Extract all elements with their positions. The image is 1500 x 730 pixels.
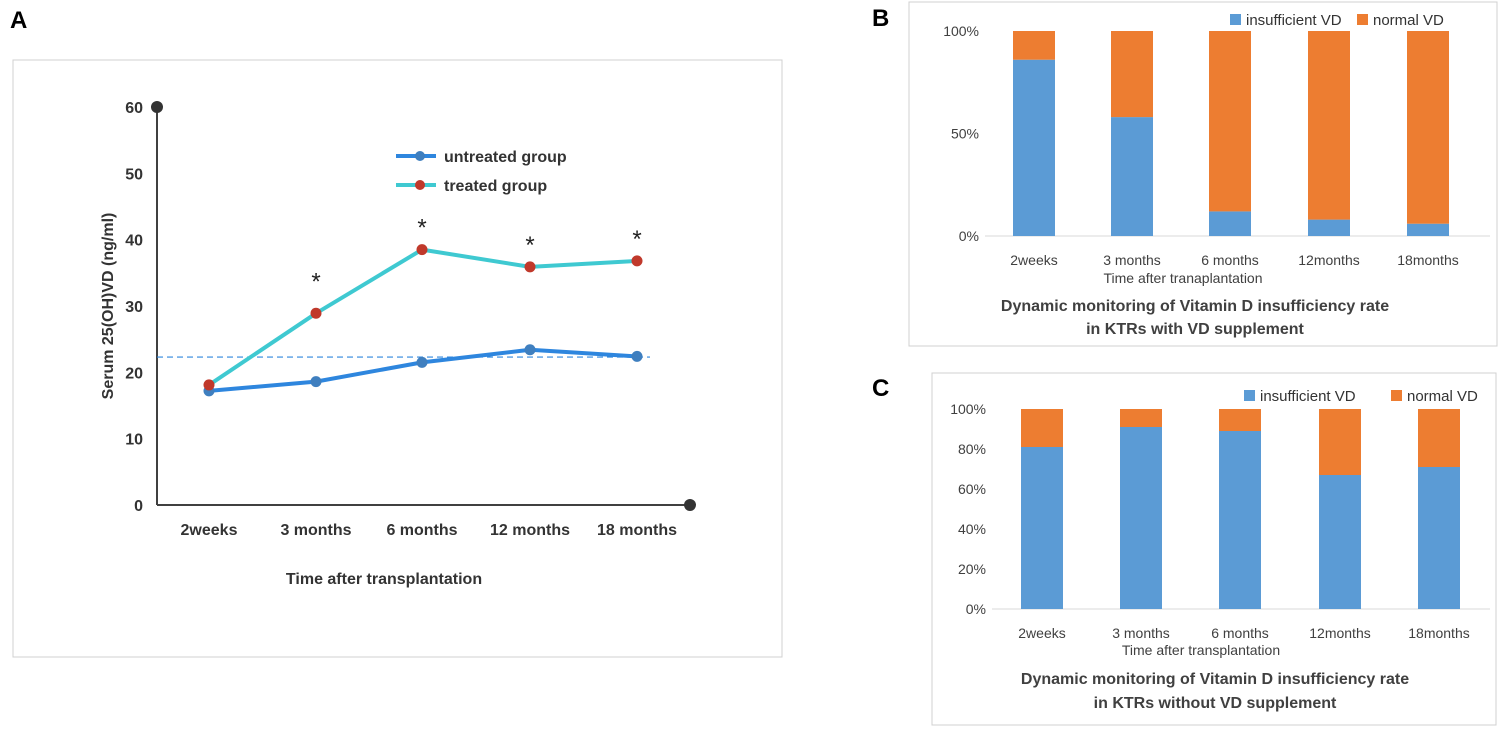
panel-c-ytick-label: 80% — [958, 441, 986, 457]
panel-a-data-point-untreated — [416, 356, 428, 368]
panel-a-data-point-untreated — [631, 350, 643, 362]
panel-a-y-axis-endcap — [151, 101, 163, 113]
panel-a-xtick-label: 18 months — [597, 522, 677, 539]
panel-c-xtick-label: 12months — [1309, 625, 1370, 641]
panel-c-ytick-label: 100% — [950, 401, 986, 417]
panel-c-legend-swatch-insufficient — [1244, 390, 1255, 401]
panel-b-title-line1: Dynamic monitoring of Vitamin D insuffic… — [1001, 298, 1389, 315]
panel-b-legend-label-insufficient: insufficient VD — [1246, 12, 1342, 29]
panel-a-xtick-label: 12 months — [490, 522, 570, 539]
panel-b-bar-insufficient — [1308, 219, 1350, 236]
panel-c-bar-normal — [1418, 409, 1460, 467]
panel-b-xtick-label: 12months — [1298, 252, 1359, 268]
panel-c-bar-insufficient — [1418, 467, 1460, 609]
panel-a-data-point-treated — [631, 255, 643, 267]
panel-c-xlabel: Time after transplantation — [1122, 642, 1280, 658]
panel-a-data-point-treated — [524, 261, 536, 273]
panel-a-ytick-label: 30 — [125, 299, 143, 316]
panel-c-ytick-label: 0% — [966, 601, 986, 617]
panel-c-ytick-label: 40% — [958, 521, 986, 537]
panel-a-x-axis-endcap — [684, 499, 696, 511]
panel-b-title-line2: in KTRs with VD supplement — [1086, 321, 1304, 338]
panel-label-a: A — [10, 7, 27, 34]
panel-a-ytick-label: 50 — [125, 166, 143, 183]
panel-c-title-line1: Dynamic monitoring of Vitamin D insuffic… — [1021, 671, 1409, 688]
panel-b-bar-insufficient — [1209, 211, 1251, 236]
panel-b-xtick-label: 18months — [1397, 252, 1458, 268]
legend-marker-treated — [415, 180, 425, 190]
panel-c-legend-label-normal: normal VD — [1407, 388, 1478, 405]
panel-c-xtick-label: 2weeks — [1018, 625, 1065, 641]
panel-b-ytick-label: 50% — [951, 126, 979, 142]
panel-a-ytick-label: 0 — [134, 498, 143, 515]
panel-c-bar-normal — [1219, 409, 1261, 431]
panel-b-legend: insufficient VD normal VD — [1230, 12, 1444, 29]
panel-b-bar-normal — [1308, 31, 1350, 220]
panel-c-bar-insufficient — [1219, 431, 1261, 609]
panel-a-ytick-label: 10 — [125, 432, 143, 449]
significance-star: * — [525, 232, 534, 259]
panel-b-ytick-label: 0% — [959, 228, 979, 244]
panel-b-xtick-label: 3 months — [1103, 252, 1161, 268]
significance-star: * — [417, 215, 426, 242]
panel-b-ytick-label: 100% — [943, 23, 979, 39]
panel-b-xtick-label: 2weeks — [1010, 252, 1057, 268]
panel-b-bar-insufficient — [1111, 117, 1153, 236]
significance-star: * — [311, 268, 320, 295]
significance-star: * — [632, 226, 641, 253]
panel-a-xtick-label: 6 months — [386, 522, 457, 539]
legend-marker-untreated — [415, 151, 425, 161]
legend-label-untreated: untreated group — [444, 149, 567, 166]
panel-b-xtick-label: 6 months — [1201, 252, 1259, 268]
panel-c-bar-normal — [1120, 409, 1162, 427]
panel-b-frame — [908, 1, 1498, 347]
panel-a-ytick-label: 60 — [125, 100, 143, 117]
panel-a-ytick-label: 40 — [125, 233, 143, 250]
panel-c-legend-label-insufficient: insufficient VD — [1260, 388, 1356, 405]
panel-c-xtick-label: 6 months — [1211, 625, 1269, 641]
legend-label-treated: treated group — [444, 178, 547, 195]
panel-b-bar-normal — [1013, 31, 1055, 60]
panel-c-title-line2: in KTRs without VD supplement — [1094, 695, 1337, 712]
panel-c-xtick-label: 18months — [1408, 625, 1469, 641]
panel-label-c: C — [872, 375, 889, 402]
panel-c-bar-normal — [1319, 409, 1361, 475]
panel-label-b: B — [872, 5, 889, 32]
panel-a-ylabel: Serum 25(OH)VD (ng/ml) — [100, 213, 117, 400]
panel-c-ytick-label: 60% — [958, 481, 986, 497]
panel-a-xtick-label: 3 months — [280, 522, 351, 539]
panel-b-bar-insufficient — [1013, 59, 1055, 237]
panel-c-bar-normal — [1021, 409, 1063, 447]
panel-b-bar-normal — [1111, 31, 1153, 118]
panel-b-legend-swatch-insufficient — [1230, 14, 1241, 25]
panel-a-xlabel: Time after transplantation — [286, 571, 482, 588]
panel-a-data-point-untreated — [310, 376, 322, 388]
panel-c-bar-insufficient — [1120, 427, 1162, 609]
panel-a-data-point-treated — [416, 244, 428, 256]
panel-a-frame — [12, 59, 783, 658]
panel-a-ytick-label: 20 — [125, 365, 143, 382]
panel-a-xtick-label: 2weeks — [181, 522, 238, 539]
panel-c-ytick-label: 20% — [958, 561, 986, 577]
panel-b-xlabel: Time after tranaplantation — [1103, 270, 1262, 286]
panel-c-xtick-label: 3 months — [1112, 625, 1170, 641]
panel-c-bar-insufficient — [1021, 447, 1063, 609]
panel-b-legend-swatch-normal — [1357, 14, 1368, 25]
panel-b-bar-insufficient — [1407, 223, 1449, 236]
panel-c-legend: insufficient VD normal VD — [1244, 388, 1478, 405]
panel-a-data-point-treated — [310, 307, 322, 319]
panel-b-bar-normal — [1209, 31, 1251, 212]
panel-a-legend: untreated group treated group — [396, 149, 567, 195]
dynamic-marks: 0 10 20 30 40 50 60 2weeks 3 months 6 months 12 mo… — [125, 23, 1490, 641]
panel-a-data-point-treated — [203, 379, 215, 391]
panel-b-bar-normal — [1407, 31, 1449, 224]
panel-a-data-point-untreated — [524, 344, 536, 356]
panel-c-bar-insufficient — [1319, 475, 1361, 609]
panel-b-legend-label-normal: normal VD — [1373, 12, 1444, 29]
panel-c-legend-swatch-normal — [1391, 390, 1402, 401]
